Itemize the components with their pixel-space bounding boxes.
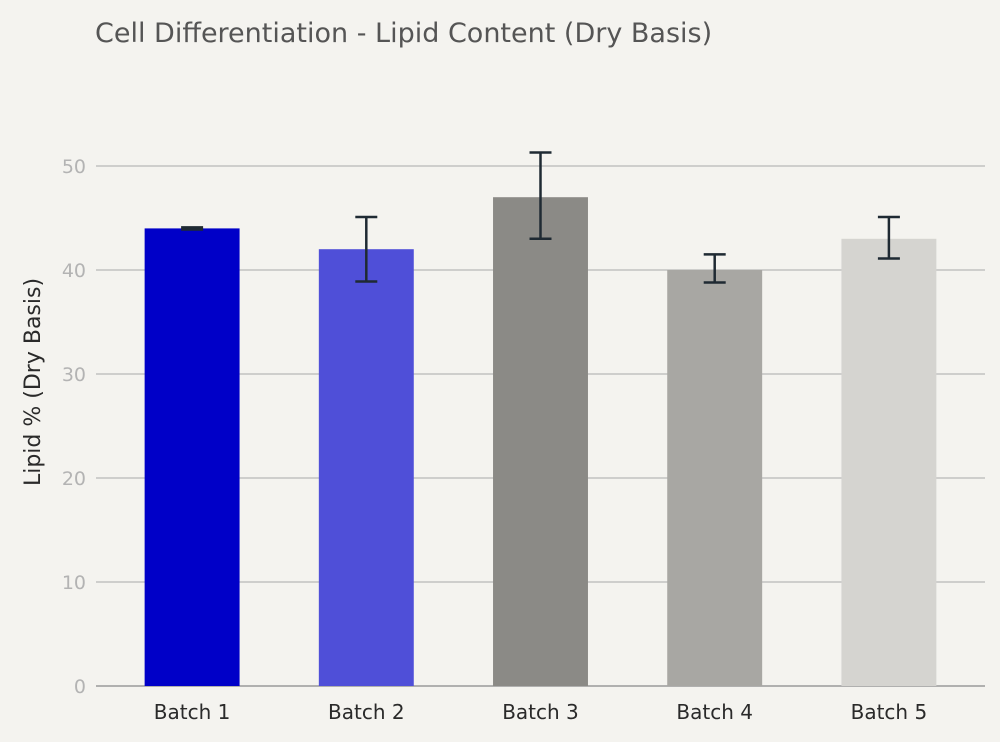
chart-title: Cell Differentiation - Lipid Content (Dr… <box>95 18 712 49</box>
x-tick-label: Batch 4 <box>676 700 753 724</box>
bar <box>318 249 414 686</box>
bar <box>667 270 763 686</box>
error-bar <box>877 215 900 260</box>
y-tick-label: 10 <box>62 572 86 594</box>
bar <box>144 228 240 686</box>
x-tick-label: Batch 2 <box>328 700 405 724</box>
error-bar <box>355 215 378 283</box>
y-axis-label: Lipid % (Dry Basis) <box>21 278 46 486</box>
x-tick-label: Batch 1 <box>154 700 231 724</box>
error-bars <box>181 151 900 284</box>
x-axis-ticks: Batch 1 Batch 2 Batch 3 Batch 4 Batch 5 <box>154 700 927 724</box>
y-tick-label: 20 <box>62 468 86 490</box>
y-tick-label: 50 <box>62 156 86 178</box>
error-bar <box>181 226 204 231</box>
bars <box>144 197 937 687</box>
x-tick-label: Batch 3 <box>502 700 579 724</box>
bar <box>493 197 588 686</box>
error-bar <box>529 151 552 241</box>
error-bar <box>703 253 726 284</box>
y-tick-label: 0 <box>74 676 86 698</box>
y-tick-label: 30 <box>62 364 86 386</box>
y-tick-label: 40 <box>62 260 86 282</box>
bar <box>841 238 937 687</box>
y-axis-ticks: 0 10 20 30 40 50 <box>62 156 86 698</box>
x-tick-label: Batch 5 <box>851 700 928 724</box>
